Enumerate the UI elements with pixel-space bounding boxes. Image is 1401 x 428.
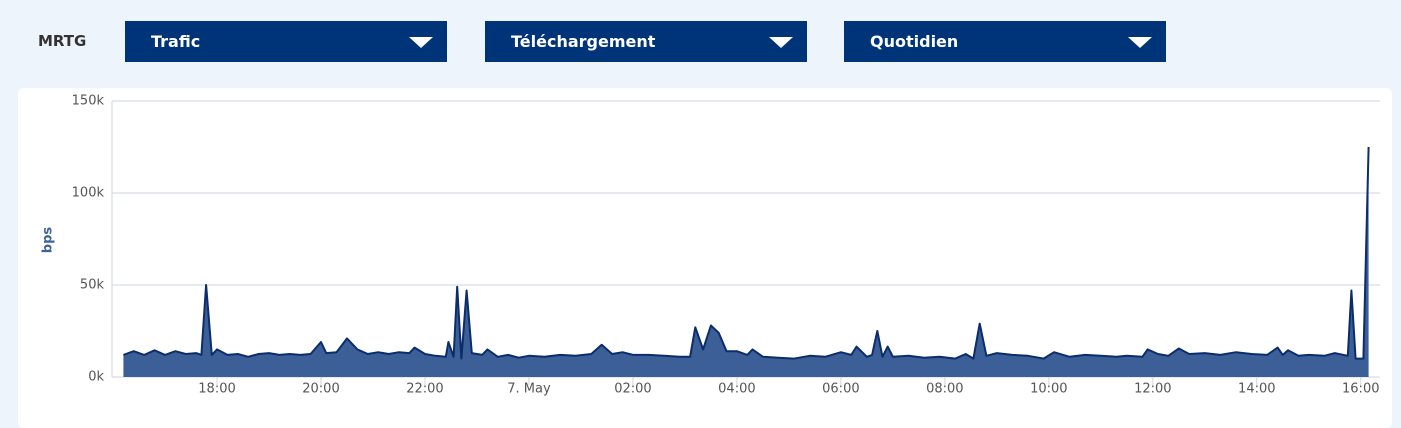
x-tick-label: 08:00 <box>926 382 963 397</box>
dropdown-arrow <box>769 37 793 48</box>
dropdown[interactable]: Trafic <box>125 21 447 62</box>
dropdown-arrow <box>1128 37 1152 48</box>
area-fill <box>123 147 1369 377</box>
x-tick-label: 7. May <box>507 382 551 397</box>
chart: bps 0k 50k 100k 150k 18:00 20:00 22:00 7. May 02… <box>41 94 1380 397</box>
x-tick-label: 02:00 <box>614 382 651 397</box>
x-tick-label: 18:00 <box>198 382 235 397</box>
dropdown-text: Téléchargement <box>511 32 656 51</box>
x-tick-label: 14:00 <box>1238 382 1275 397</box>
x-tick-label: 10:00 <box>1030 382 1067 397</box>
dropdown-text: Trafic <box>151 32 201 51</box>
y-tick-label: 0k <box>88 370 104 385</box>
y-tick-label: 100k <box>72 186 105 201</box>
dropdown-text: Quotidien <box>870 32 959 51</box>
app-label: MRTG <box>38 32 87 50</box>
x-tick-label: 12:00 <box>1134 382 1171 397</box>
page: MRTG Trafic Téléchargement Quotidien bps… <box>18 21 1392 428</box>
x-tick-label: 16:00 <box>1342 382 1379 397</box>
y-tick-label: 50k <box>80 278 105 293</box>
x-tick-label: 06:00 <box>822 382 859 397</box>
dropdown[interactable]: Quotidien <box>844 21 1166 62</box>
dropdown[interactable]: Téléchargement <box>485 21 807 62</box>
dropdown-arrow <box>409 37 433 48</box>
x-tick-label: 20:00 <box>302 382 339 397</box>
y-tick-label: 150k <box>72 94 105 109</box>
x-tick-label: 04:00 <box>718 382 755 397</box>
area-line <box>123 146 1370 360</box>
x-tick-label: 22:00 <box>406 382 443 397</box>
y-axis-label: bps <box>41 227 56 254</box>
